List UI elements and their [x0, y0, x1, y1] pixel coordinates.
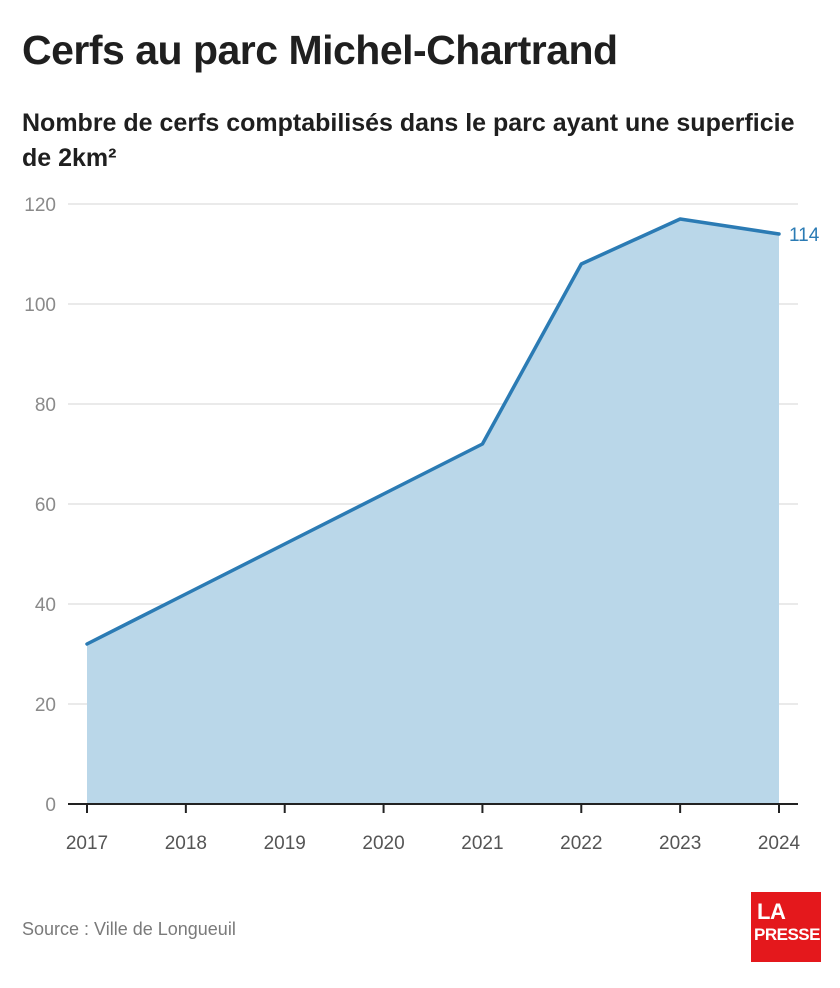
la-presse-logo: LA PRESSE [751, 892, 821, 962]
y-axis-ticks: 0 20 40 60 80 100 120 [24, 195, 56, 816]
y-tick-label: 0 [45, 795, 56, 816]
chart-subtitle: Nombre de cerfs comptabilisés dans le pa… [22, 109, 795, 172]
data-labels: 114 [789, 225, 820, 246]
area-fill [87, 219, 779, 804]
logo-text-line-2: PRESSE [754, 925, 820, 944]
y-tick-label: 20 [35, 695, 56, 716]
x-tick-label: 2024 [758, 833, 801, 854]
area-series [85, 217, 781, 804]
x-tick-label: 2022 [560, 833, 602, 854]
end-value-label: 114 [789, 225, 820, 246]
x-tick-label: 2018 [165, 833, 207, 854]
y-tick-label: 60 [35, 495, 56, 516]
x-axis-ticks: 2017 2018 2019 2020 2021 2022 2023 2024 [66, 804, 801, 854]
chart-title: Cerfs au parc Michel-Chartrand [22, 27, 618, 73]
x-tick-label: 2019 [264, 833, 306, 854]
y-tick-label: 120 [24, 195, 56, 216]
x-tick-label: 2021 [461, 833, 503, 854]
series-line [85, 217, 781, 646]
logo-text-line-1: LA [757, 899, 786, 924]
x-tick-label: 2020 [362, 833, 404, 854]
y-tick-label: 80 [35, 395, 56, 416]
x-tick-label: 2023 [659, 833, 701, 854]
x-tick-label: 2017 [66, 833, 108, 854]
y-tick-label: 40 [35, 595, 56, 616]
area-chart: 0 20 40 60 80 100 120 2017 2018 2019 2020 2021 2022… [24, 195, 820, 854]
y-tick-label: 100 [24, 295, 56, 316]
source-note: Source : Ville de Longueuil [22, 919, 236, 939]
